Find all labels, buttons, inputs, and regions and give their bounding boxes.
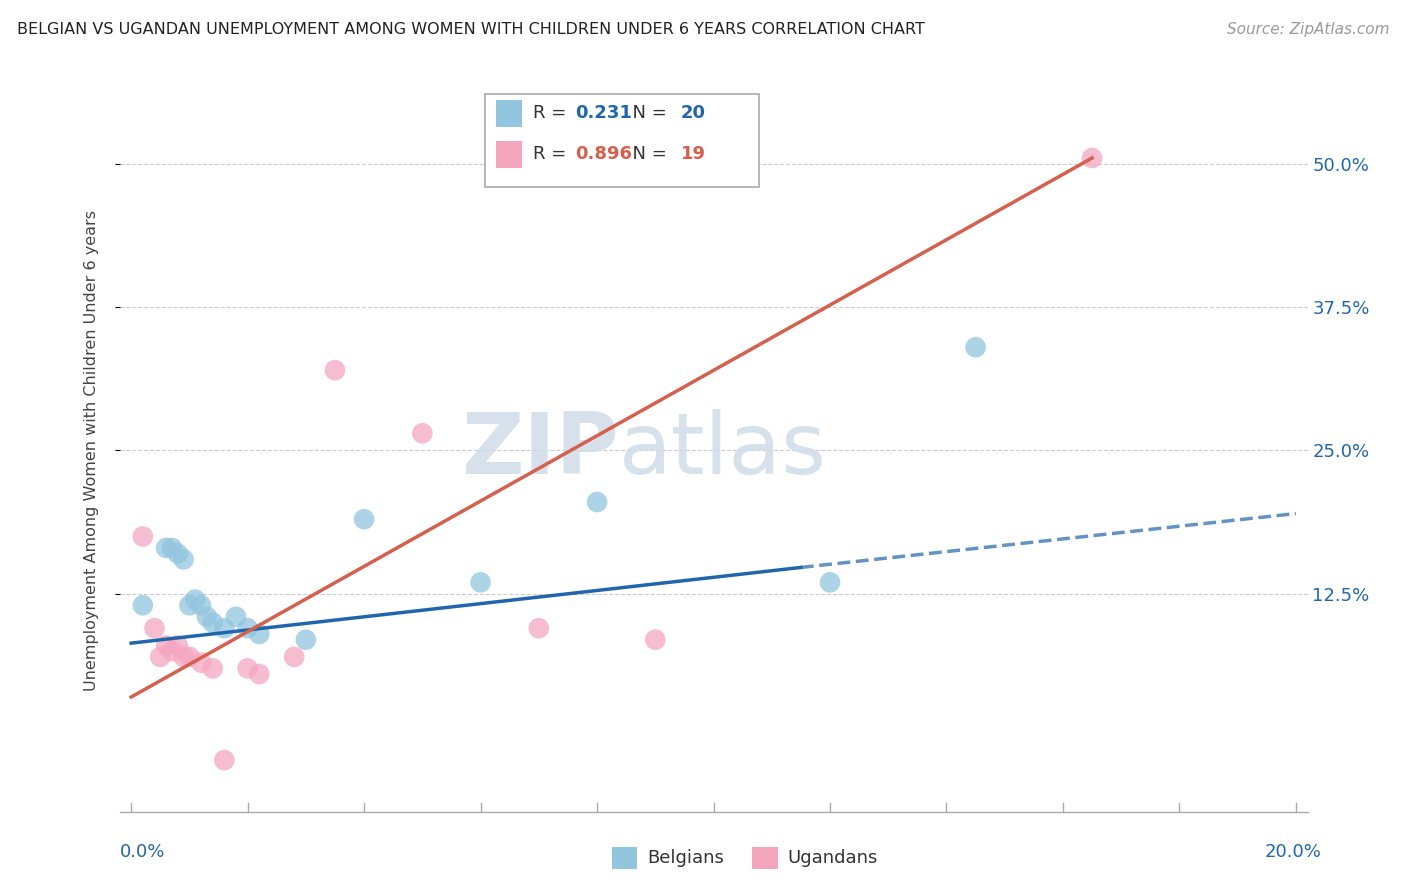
Point [190,599,212,613]
Text: N =: N = [621,145,673,163]
Point [173,649,195,664]
Text: BELGIAN VS UGANDAN UNEMPLOYMENT AMONG WOMEN WITH CHILDREN UNDER 6 YEARS CORRELAT: BELGIAN VS UGANDAN UNEMPLOYMENT AMONG WO… [17,22,925,37]
Point [132,529,155,543]
Point [353,512,375,526]
Text: ZIP: ZIP [461,409,619,492]
Point [247,627,270,641]
Point [179,649,201,664]
Point [236,661,259,675]
Text: 0.231: 0.231 [575,104,631,122]
Point [225,609,247,624]
Text: 20.0%: 20.0% [1265,843,1322,861]
Text: Belgians: Belgians [647,849,724,867]
Point [818,575,841,590]
Point [173,552,195,566]
Point [166,547,188,561]
Point [644,632,666,647]
Point [1081,151,1104,165]
Point [965,340,987,354]
Text: Ugandans: Ugandans [787,849,877,867]
Point [295,632,318,647]
Point [527,621,550,635]
Text: 19: 19 [681,145,706,163]
Text: 20: 20 [681,104,706,122]
Point [155,541,177,555]
Text: R =: R = [533,145,572,163]
Text: 0.896: 0.896 [575,145,633,163]
Point [470,575,492,590]
Point [166,639,188,653]
Point [160,644,183,658]
Point [323,363,346,377]
Point [184,592,207,607]
Text: R =: R = [533,104,572,122]
Point [201,661,224,675]
Point [132,599,155,613]
Point [149,649,172,664]
Point [155,639,177,653]
Text: N =: N = [621,104,673,122]
Point [143,621,166,635]
Text: Source: ZipAtlas.com: Source: ZipAtlas.com [1226,22,1389,37]
Point [214,621,236,635]
Y-axis label: Unemployment Among Women with Children Under 6 years: Unemployment Among Women with Children U… [84,210,98,691]
Point [283,649,305,664]
Point [411,426,433,441]
Point [190,656,212,670]
Point [214,753,236,767]
Point [160,541,183,555]
Point [195,609,218,624]
Text: 0.0%: 0.0% [120,843,165,861]
Point [236,621,259,635]
Point [247,667,270,681]
Point [586,495,609,509]
Point [201,615,224,630]
Text: atlas: atlas [619,409,827,492]
Point [179,599,201,613]
